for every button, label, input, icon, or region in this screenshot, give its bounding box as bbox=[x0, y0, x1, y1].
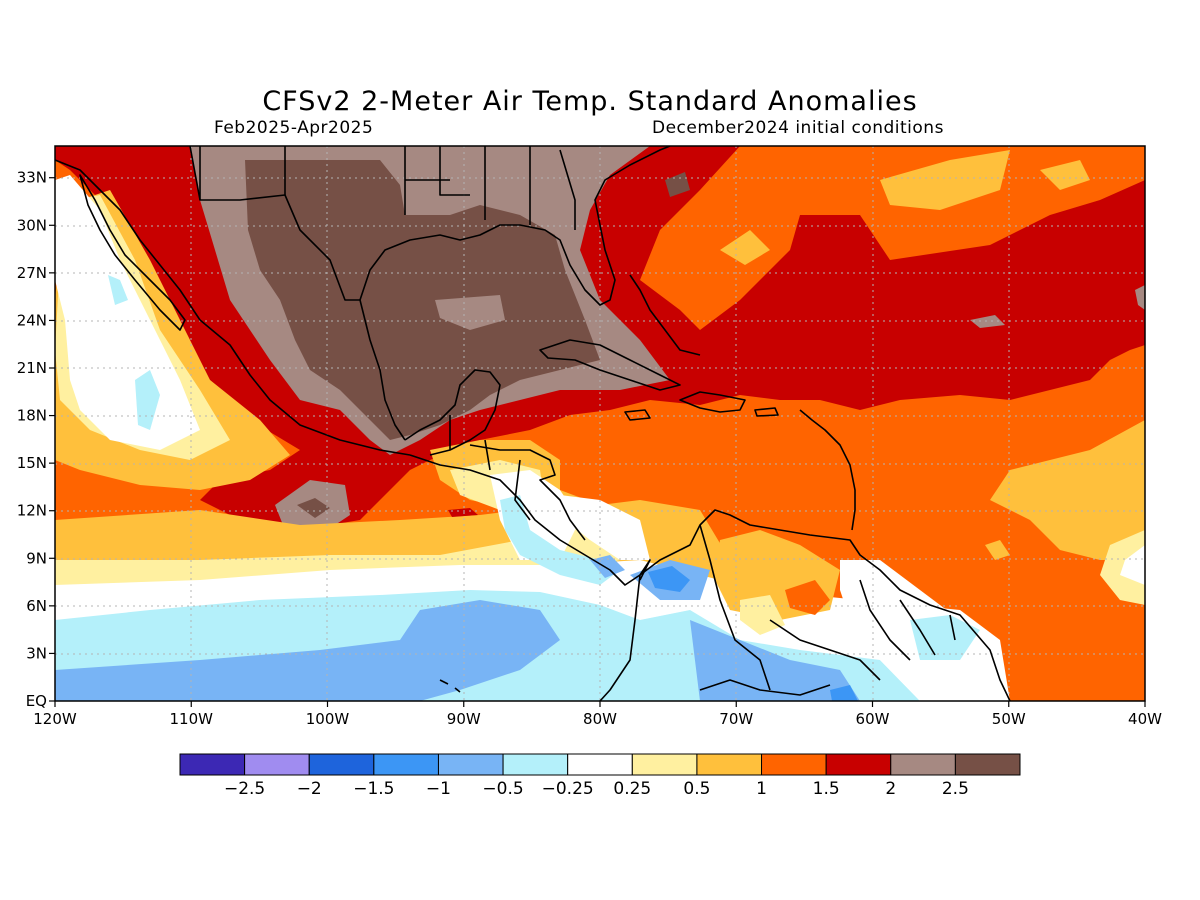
colorbar-label: 1 bbox=[756, 779, 767, 799]
anomaly-gt-2.5-region bbox=[245, 160, 600, 440]
anomaly-neg0.5-region bbox=[55, 600, 560, 701]
lat-tick-label: 6N bbox=[26, 597, 47, 615]
colorbar-swatch bbox=[437, 753, 504, 776]
lon-tick-label: 60W bbox=[856, 710, 890, 728]
lon-tick-label: 70W bbox=[719, 710, 753, 728]
colorbar-swatch bbox=[825, 753, 892, 776]
latitude-axis: EQ 3N 6N 9N 12N 15N 18N 21N 24N 27N 30N 33N bbox=[17, 169, 55, 710]
lat-tick-label: 9N bbox=[26, 549, 47, 567]
colorbar-label: −2.5 bbox=[224, 779, 265, 799]
colorbar-swatch bbox=[308, 753, 375, 776]
colorbar-label: 2 bbox=[885, 779, 896, 799]
grid-lines bbox=[55, 146, 1145, 701]
lat-tick-label: 12N bbox=[17, 502, 47, 520]
lat-tick-label: 24N bbox=[17, 311, 47, 329]
lon-tick-label: 110W bbox=[170, 710, 214, 728]
colorbar-swatch bbox=[179, 753, 246, 776]
colorbar-label: 2.5 bbox=[942, 779, 969, 799]
colorbar-label: −0.25 bbox=[542, 779, 594, 799]
initial-conditions: December2024 initial conditions bbox=[652, 118, 944, 138]
colorbar-label: 0.25 bbox=[613, 779, 651, 799]
colorbar-label: −0.5 bbox=[482, 779, 523, 799]
lon-tick-label: 40W bbox=[1128, 710, 1162, 728]
colorbar-swatch bbox=[954, 753, 1021, 776]
lat-tick-label: 15N bbox=[17, 454, 47, 472]
colorbar-swatch bbox=[890, 753, 956, 776]
colorbar-label: 0.5 bbox=[683, 779, 710, 799]
colorbar: −2.5 −2 −1.5 −1 −0.5 −0.25 0.25 0.5 1 1.5 2 2.5 bbox=[179, 753, 1021, 799]
colorbar-swatch bbox=[567, 753, 633, 776]
forecast-period: Feb2025-Apr2025 bbox=[214, 118, 374, 138]
colorbar-swatch bbox=[373, 753, 439, 776]
coastlines bbox=[55, 146, 1011, 701]
lon-tick-label: 90W bbox=[447, 710, 481, 728]
map-title: CFSv2 2-Meter Air Temp. Standard Anomali… bbox=[262, 86, 918, 117]
lon-tick-label: 50W bbox=[992, 710, 1026, 728]
anomaly-neutral-region-west bbox=[55, 175, 200, 450]
lat-tick-label: 30N bbox=[17, 216, 47, 234]
colorbar-label: −1 bbox=[426, 779, 451, 799]
longitude-axis: 120W 110W 100W 90W 80W 70W 60W 50W 40W bbox=[33, 701, 1162, 728]
colorbar-swatch bbox=[502, 753, 569, 776]
colorbar-swatch bbox=[631, 753, 698, 776]
lat-tick-label: 3N bbox=[26, 644, 47, 662]
colorbar-label: 1.5 bbox=[813, 779, 840, 799]
lon-tick-label: 120W bbox=[33, 710, 77, 728]
colorbar-swatch bbox=[761, 753, 827, 776]
lat-tick-label: 27N bbox=[17, 264, 47, 282]
lat-tick-label: EQ bbox=[26, 692, 47, 710]
colorbar-label: −1.5 bbox=[353, 779, 394, 799]
lon-tick-label: 80W bbox=[583, 710, 617, 728]
colorbar-swatch bbox=[244, 753, 310, 776]
colorbar-label: −2 bbox=[297, 779, 322, 799]
colorbar-swatch bbox=[696, 753, 763, 776]
lat-tick-label: 33N bbox=[17, 169, 47, 187]
lat-tick-label: 18N bbox=[17, 407, 47, 425]
lat-tick-label: 21N bbox=[17, 359, 47, 377]
lon-tick-label: 100W bbox=[306, 710, 350, 728]
